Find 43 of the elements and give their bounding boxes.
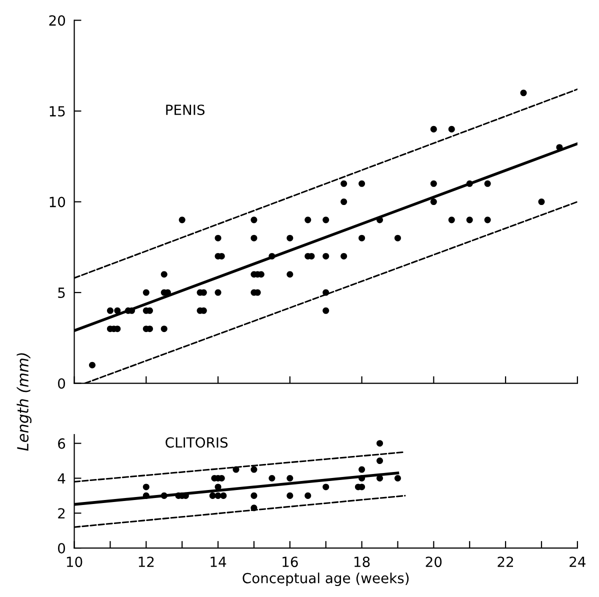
point — [268, 474, 276, 482]
annotation: PENIS — [166, 104, 205, 116]
y-axis-title: Length (mm) — [16, 353, 32, 451]
point — [358, 484, 366, 490]
point — [376, 458, 384, 464]
y-tick-label: 10 — [50, 196, 66, 208]
point — [232, 466, 240, 473]
x-tick-label: 12 — [138, 556, 154, 567]
y-tick-label: 6 — [58, 438, 66, 449]
y-tick-label: 15 — [50, 106, 65, 117]
point — [142, 484, 150, 490]
point — [304, 492, 312, 499]
point — [358, 474, 366, 482]
x-axis-title: Conceptual age (weeks) — [242, 572, 409, 586]
y-tick-label: 4 — [58, 473, 66, 484]
x-tick-label: 20 — [426, 556, 442, 568]
y-tick-label: 20 — [49, 15, 66, 26]
point — [250, 504, 258, 512]
y-tick-label: 0 — [58, 543, 66, 554]
x-tick-label: 10 — [66, 556, 82, 568]
point — [209, 492, 216, 499]
annotation: CLITORIS — [166, 437, 228, 448]
x-tick-label: 14 — [210, 556, 226, 567]
point — [142, 492, 150, 499]
y-tick-label: 2 — [58, 508, 65, 518]
x-tick-label: 18 — [354, 556, 370, 568]
point — [214, 484, 222, 490]
y-tick-label: 0 — [58, 378, 66, 389]
point — [358, 466, 366, 473]
x-tick-label: 22 — [498, 556, 513, 567]
point — [220, 492, 227, 499]
point — [394, 474, 401, 482]
x-tick-label: 16 — [282, 556, 298, 568]
point — [376, 474, 384, 482]
point — [322, 484, 330, 490]
point — [250, 466, 258, 473]
point — [286, 474, 294, 482]
y-tick-label: 5 — [58, 288, 65, 298]
point — [160, 492, 168, 499]
x-tick-label: 24 — [570, 556, 586, 567]
point — [376, 440, 384, 447]
point — [250, 492, 258, 499]
point — [286, 492, 294, 499]
